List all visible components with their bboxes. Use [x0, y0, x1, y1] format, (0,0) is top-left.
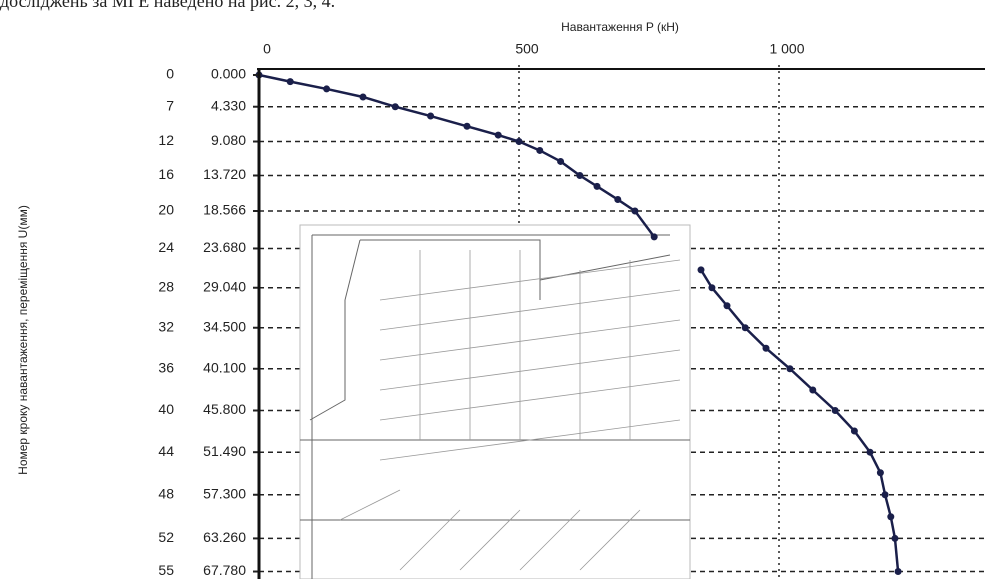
- data-point: [763, 345, 770, 352]
- y-step-label: 28: [158, 278, 174, 294]
- y-step-label: 12: [158, 132, 174, 148]
- data-point: [287, 78, 294, 85]
- y-tick-label: 9.080: [211, 132, 246, 148]
- x-axis-label: Навантаження P (кН): [561, 20, 679, 34]
- document-text: досліджень за МГЕ наведено на рис. 2, 3,…: [0, 0, 335, 11]
- data-point: [464, 123, 471, 130]
- y-tick-label: 51.490: [203, 443, 246, 459]
- data-point: [594, 183, 601, 190]
- y-tick-label: 18.566: [203, 202, 246, 218]
- y-tick-label: 63.260: [203, 529, 246, 545]
- x-tick-label: 0: [263, 41, 271, 57]
- y-tick-label: 57.300: [203, 485, 246, 501]
- y-step-label: 7: [166, 97, 174, 113]
- data-point: [651, 233, 658, 240]
- data-point: [516, 138, 523, 145]
- data-point: [742, 324, 749, 331]
- data-point: [832, 407, 839, 414]
- data-point: [891, 535, 898, 542]
- y-step-label: 44: [158, 443, 174, 459]
- y-step-label: 16: [158, 166, 174, 182]
- data-point: [809, 387, 816, 394]
- y-tick-label: 29.040: [203, 278, 246, 294]
- data-point: [631, 208, 638, 215]
- page: досліджень за МГЕ наведено на рис. 2, 3,…: [0, 0, 985, 579]
- data-point: [895, 568, 902, 575]
- y-tick-label: 4.330: [211, 97, 246, 113]
- y-tick-label: 23.680: [203, 239, 246, 255]
- data-point: [557, 158, 564, 165]
- y-tick-label: 13.720: [203, 166, 246, 182]
- y-step-label: 55: [158, 562, 174, 578]
- data-point: [495, 132, 502, 139]
- y-tick-label: 34.500: [203, 318, 246, 334]
- data-point: [427, 113, 434, 120]
- y-step-label: 48: [158, 485, 174, 501]
- data-point: [536, 147, 543, 154]
- y-tick-label: 45.800: [203, 401, 246, 417]
- y-tick-label: 67.780: [203, 562, 246, 578]
- data-point: [867, 449, 874, 456]
- data-point: [698, 266, 705, 273]
- y-step-label: 0: [166, 66, 174, 82]
- data-point: [576, 172, 583, 179]
- y-step-label: 36: [158, 359, 174, 375]
- data-point: [887, 513, 894, 520]
- data-point: [323, 85, 330, 92]
- y-step-label: 52: [158, 529, 174, 545]
- y-step-label: 24: [158, 239, 174, 255]
- data-point: [708, 284, 715, 291]
- data-point: [724, 302, 731, 309]
- y-tick-label: 40.100: [203, 359, 246, 375]
- x-tick-label: 500: [515, 41, 539, 57]
- inset-mesh-image: [300, 225, 690, 579]
- data-point: [614, 196, 621, 203]
- data-point: [882, 491, 889, 498]
- data-point: [786, 365, 793, 372]
- y-axis-label: Номер кроку навантаження, переміщення U(…: [16, 205, 30, 475]
- y-tick-label: 0.000: [211, 66, 246, 82]
- data-point: [360, 93, 367, 100]
- y-step-label: 40: [158, 401, 174, 417]
- x-tick-label: 1 000: [769, 41, 804, 57]
- y-step-label: 20: [158, 202, 174, 218]
- data-point: [877, 469, 884, 476]
- data-point: [851, 428, 858, 435]
- data-point: [392, 103, 399, 110]
- y-step-label: 32: [158, 318, 174, 334]
